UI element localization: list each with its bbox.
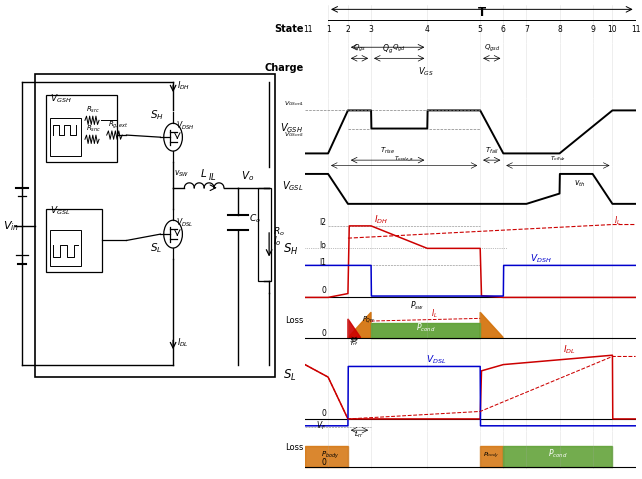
Text: $R_{g,ext}$: $R_{g,ext}$ bbox=[108, 119, 128, 131]
Text: $L_{rr}$: $L_{rr}$ bbox=[354, 430, 365, 440]
Text: Loss: Loss bbox=[285, 443, 303, 452]
Text: $V_F$: $V_F$ bbox=[316, 419, 326, 432]
Text: 4: 4 bbox=[425, 25, 429, 34]
Text: $T_{offdz}$: $T_{offdz}$ bbox=[550, 155, 566, 163]
Text: $S_L$: $S_L$ bbox=[284, 368, 297, 383]
Text: $V_{DSL}$: $V_{DSL}$ bbox=[176, 217, 193, 229]
Circle shape bbox=[164, 220, 182, 248]
Text: $Q_g$: $Q_g$ bbox=[382, 43, 393, 57]
Bar bbox=[480, 446, 503, 467]
Text: $R_{src}$: $R_{src}$ bbox=[86, 105, 100, 115]
Text: $V_{in}$: $V_{in}$ bbox=[3, 219, 20, 233]
Text: $V_{GSL}$: $V_{GSL}$ bbox=[282, 180, 303, 194]
Text: 0: 0 bbox=[322, 329, 326, 338]
Text: 11: 11 bbox=[631, 25, 640, 34]
Text: State: State bbox=[273, 24, 303, 34]
Text: $V_{GSH}$: $V_{GSH}$ bbox=[280, 122, 303, 136]
Bar bbox=[35, 74, 275, 377]
Text: $P_{body}$: $P_{body}$ bbox=[320, 449, 339, 461]
Text: $I_{DL}$: $I_{DL}$ bbox=[177, 337, 189, 349]
Text: 0: 0 bbox=[322, 285, 326, 295]
Text: $S_L$: $S_L$ bbox=[150, 241, 162, 255]
Text: 3: 3 bbox=[369, 25, 374, 34]
Text: $T_{rr}$: $T_{rr}$ bbox=[349, 339, 359, 348]
Text: $Q_{gs}$: $Q_{gs}$ bbox=[353, 43, 366, 55]
Text: $P_{cond}$: $P_{cond}$ bbox=[416, 321, 435, 334]
Bar bbox=[46, 95, 117, 162]
Text: I1: I1 bbox=[320, 258, 326, 267]
Text: $I_{DL}$: $I_{DL}$ bbox=[563, 343, 575, 355]
Text: $v_{th}$: $v_{th}$ bbox=[573, 178, 586, 189]
Bar bbox=[305, 446, 348, 467]
Text: 0: 0 bbox=[322, 410, 326, 419]
Text: $I_L$: $I_L$ bbox=[614, 214, 621, 227]
Text: $P_{sw}$: $P_{sw}$ bbox=[410, 299, 424, 312]
Text: $v_{SW}$: $v_{SW}$ bbox=[175, 168, 190, 179]
Text: $R_o$: $R_o$ bbox=[272, 225, 284, 238]
Bar bbox=[503, 446, 612, 467]
Bar bbox=[258, 188, 270, 281]
Text: I2: I2 bbox=[320, 218, 326, 227]
Text: $R_{snc}$: $R_{snc}$ bbox=[86, 124, 101, 134]
Text: 10: 10 bbox=[607, 25, 617, 34]
Text: $V_{GSH}$: $V_{GSH}$ bbox=[50, 92, 72, 105]
Text: $V_{DSH}$: $V_{DSH}$ bbox=[176, 120, 195, 132]
Text: $C_o$: $C_o$ bbox=[249, 213, 261, 225]
Text: $P_{cond}$: $P_{cond}$ bbox=[548, 448, 568, 460]
Text: $Q_{gd}$: $Q_{gd}$ bbox=[392, 43, 406, 55]
Text: $S_H$: $S_H$ bbox=[284, 242, 299, 257]
Text: $IL$: $IL$ bbox=[209, 171, 217, 182]
Bar bbox=[371, 323, 480, 338]
Text: $V_{GSL}$: $V_{GSL}$ bbox=[50, 205, 71, 217]
Text: $T_{ondz\_a}$: $T_{ondz\_a}$ bbox=[394, 155, 414, 163]
Bar bbox=[50, 230, 82, 266]
Text: 9: 9 bbox=[590, 25, 595, 34]
Text: 5: 5 bbox=[478, 25, 483, 34]
Text: $I_o$: $I_o$ bbox=[272, 235, 281, 249]
Text: $S_H$: $S_H$ bbox=[150, 108, 164, 122]
Text: $P_{body}$: $P_{body}$ bbox=[483, 450, 500, 460]
Circle shape bbox=[164, 123, 182, 151]
Text: $I_L$: $I_L$ bbox=[431, 308, 437, 320]
Text: Io: Io bbox=[320, 240, 326, 250]
Text: 11: 11 bbox=[304, 25, 313, 34]
Text: Loss: Loss bbox=[285, 316, 303, 325]
Bar bbox=[50, 118, 82, 156]
Text: $T_{fall}$: $T_{fall}$ bbox=[485, 146, 499, 156]
Text: $T_{rise}$: $T_{rise}$ bbox=[380, 146, 395, 156]
Polygon shape bbox=[348, 319, 361, 338]
Text: $V_{GS}$: $V_{GS}$ bbox=[418, 66, 433, 78]
Text: $V_{DSL}$: $V_{DSL}$ bbox=[426, 354, 446, 366]
Text: $Q_{gsd}$: $Q_{gsd}$ bbox=[483, 43, 500, 55]
Text: 1: 1 bbox=[325, 25, 331, 34]
Text: $I_{DH}$: $I_{DH}$ bbox=[374, 214, 388, 226]
Text: $V_{GSon1}$: $V_{GSon1}$ bbox=[284, 100, 304, 108]
Text: $L$: $L$ bbox=[200, 167, 207, 179]
Text: $I_{DH}$: $I_{DH}$ bbox=[177, 80, 191, 92]
Text: $P_{Qrr}$: $P_{Qrr}$ bbox=[362, 314, 376, 325]
Text: Charge: Charge bbox=[264, 63, 303, 73]
Text: 2: 2 bbox=[345, 25, 351, 34]
Text: $V_o$: $V_o$ bbox=[241, 170, 254, 183]
Polygon shape bbox=[480, 312, 503, 338]
Text: $V_{DSH}$: $V_{DSH}$ bbox=[530, 253, 551, 265]
Text: $V_{GSon2}$: $V_{GSon2}$ bbox=[284, 131, 304, 139]
Text: 6: 6 bbox=[501, 25, 506, 34]
Text: T: T bbox=[478, 6, 486, 19]
Text: 7: 7 bbox=[524, 25, 529, 34]
Bar bbox=[46, 209, 103, 272]
Text: 8: 8 bbox=[557, 25, 562, 34]
Polygon shape bbox=[348, 312, 371, 338]
Text: 0: 0 bbox=[322, 458, 326, 468]
